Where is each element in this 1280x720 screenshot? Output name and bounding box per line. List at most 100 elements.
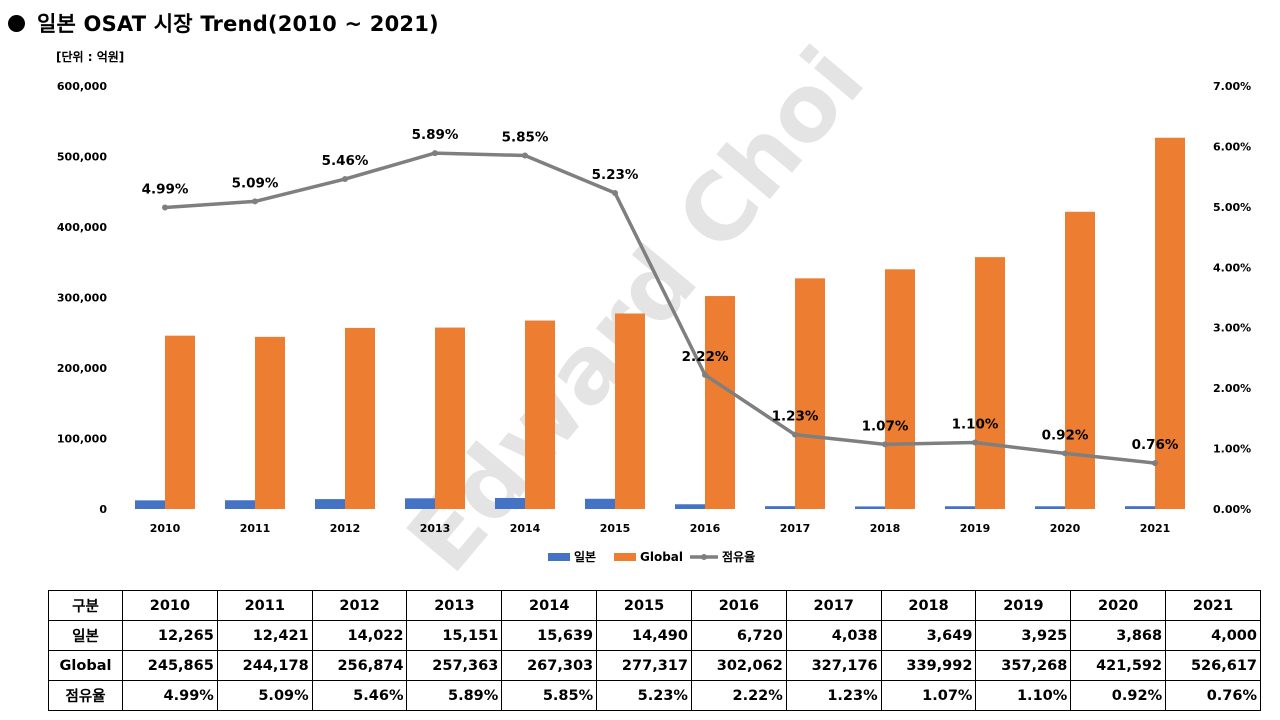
y-left-tick-label: 400,000 xyxy=(57,221,107,234)
table-cell: 5.85% xyxy=(501,680,598,711)
y-left-tick-label: 600,000 xyxy=(57,80,107,93)
share-point xyxy=(1062,450,1068,457)
table-header-cell: 2015 xyxy=(596,590,692,621)
table-header-cell: 2020 xyxy=(1070,590,1167,621)
table-cell: 339,992 xyxy=(880,650,977,681)
japan-bar xyxy=(315,499,345,509)
x-tick-label: 2021 xyxy=(1140,522,1171,535)
table-cell: 256,874 xyxy=(311,650,408,681)
y-left-tick-label: 200,000 xyxy=(57,362,107,375)
legend-share-marker xyxy=(701,554,707,560)
table-header-cell: 2012 xyxy=(311,590,408,621)
table-cell: 4.99% xyxy=(122,680,218,711)
x-tick-label: 2012 xyxy=(330,522,361,535)
share-data-label: 5.09% xyxy=(232,175,279,191)
table-header-cell: 구분 xyxy=(48,590,123,621)
japan-bar xyxy=(1035,506,1065,509)
share-data-label: 5.89% xyxy=(412,127,459,143)
share-data-label: 4.99% xyxy=(142,181,189,197)
table-cell: 1.10% xyxy=(975,680,1072,711)
y-left-tick-label: 300,000 xyxy=(57,292,107,305)
global-bar xyxy=(165,335,195,509)
table-cell: 257,363 xyxy=(406,650,503,681)
table-header-cell: 2014 xyxy=(501,590,598,621)
table-header-cell: 2010 xyxy=(122,590,218,621)
y-right-tick-label: 2.00% xyxy=(1213,382,1251,395)
table-header-cell: 2017 xyxy=(785,590,882,621)
y-right-tick-label: 7.00% xyxy=(1213,80,1251,93)
table-header-cell: 2011 xyxy=(216,590,313,621)
share-point xyxy=(432,150,438,157)
table-cell: 245,865 xyxy=(122,650,218,681)
table-header-cell: 2013 xyxy=(406,590,503,621)
table-cell: 244,178 xyxy=(216,650,313,681)
x-tick-label: 2014 xyxy=(510,522,541,535)
share-point xyxy=(1152,460,1158,467)
share-point xyxy=(972,439,978,446)
share-data-label: 1.10% xyxy=(952,417,999,433)
y-right-tick-label: 3.00% xyxy=(1213,322,1251,335)
y-right-tick-label: 0.00% xyxy=(1213,503,1251,516)
x-tick-label: 2017 xyxy=(780,522,811,535)
table-cell: 3,925 xyxy=(975,620,1072,651)
global-bar xyxy=(975,257,1005,509)
table-cell: 526,617 xyxy=(1165,650,1261,681)
x-tick-label: 2013 xyxy=(420,522,451,535)
share-line xyxy=(164,151,1156,465)
y-right-tick-label: 5.00% xyxy=(1213,201,1251,214)
share-point xyxy=(522,152,528,159)
table-row: Global 245,865 244,178 256,874 257,363 267,30… xyxy=(48,650,1261,681)
share-point xyxy=(162,204,168,211)
table-cell: 5.46% xyxy=(311,680,408,711)
table-header-cell: 2018 xyxy=(880,590,977,621)
share-point xyxy=(252,198,258,205)
japan-bar xyxy=(765,506,795,509)
global-bar xyxy=(1155,137,1185,509)
legend-japan-label: 일본 xyxy=(574,550,596,564)
table-cell: 277,317 xyxy=(596,650,692,681)
unit-label: [단위 : 억원] xyxy=(56,50,125,64)
x-tick-label: 2011 xyxy=(240,522,271,535)
global-bar xyxy=(615,313,645,509)
y-left-tick-label: 100,000 xyxy=(57,433,107,446)
global-bar xyxy=(795,278,825,509)
x-tick-label: 2016 xyxy=(690,522,721,535)
chart-title: 일본 OSAT 시장 Trend(2010 ~ 2021) xyxy=(8,8,439,38)
table-cell: 327,176 xyxy=(785,650,882,681)
data-table: 구분 2010 2011 2012 2013 2014 2015 2016 2017 2018 20… xyxy=(48,590,1261,711)
table-cell: 1.07% xyxy=(880,680,977,711)
table-row: 일본 12,265 12,421 14,022 15,151 15,639 14,490 6,… xyxy=(48,620,1261,651)
table-body: 일본 12,265 12,421 14,022 15,151 15,639 14,490 6,… xyxy=(48,620,1261,711)
global-bar xyxy=(435,327,465,509)
table-cell: 14,022 xyxy=(311,620,408,651)
share-point xyxy=(882,441,888,448)
table-cell: 267,303 xyxy=(501,650,598,681)
table-cell: 5.89% xyxy=(406,680,503,711)
share-data-label: 2.22% xyxy=(682,349,729,365)
table-header-row: 구분 2010 2011 2012 2013 2014 2015 2016 2017 2018 20… xyxy=(48,590,1261,621)
global-bar xyxy=(345,327,375,509)
japan-bar xyxy=(945,506,975,509)
table-cell: 14,490 xyxy=(596,620,692,651)
global-bar xyxy=(1065,211,1095,509)
table-cell: 4,038 xyxy=(785,620,882,651)
japan-bar xyxy=(1125,506,1155,509)
x-tick-label: 2010 xyxy=(150,522,181,535)
japan-bar xyxy=(855,506,885,509)
japan-bar xyxy=(405,498,435,509)
global-bar xyxy=(255,336,285,509)
y-right-tick-label: 4.00% xyxy=(1213,261,1251,274)
share-data-label: 5.46% xyxy=(322,153,369,169)
legend-japan-swatch xyxy=(548,553,570,561)
x-tick-label: 2015 xyxy=(600,522,631,535)
y-left-tick-label: 0 xyxy=(99,503,107,516)
global-bar xyxy=(705,296,735,509)
table-row-header: 일본 xyxy=(48,620,123,651)
y-right-tick-label: 6.00% xyxy=(1213,140,1251,153)
y-right-tick-label: 1.00% xyxy=(1213,443,1251,456)
table-cell: 15,151 xyxy=(406,620,503,651)
x-tick-label: 2020 xyxy=(1050,522,1081,535)
japan-bar xyxy=(495,497,525,509)
table-cell: 1.23% xyxy=(785,680,882,711)
table-row-header: Global xyxy=(48,650,123,681)
